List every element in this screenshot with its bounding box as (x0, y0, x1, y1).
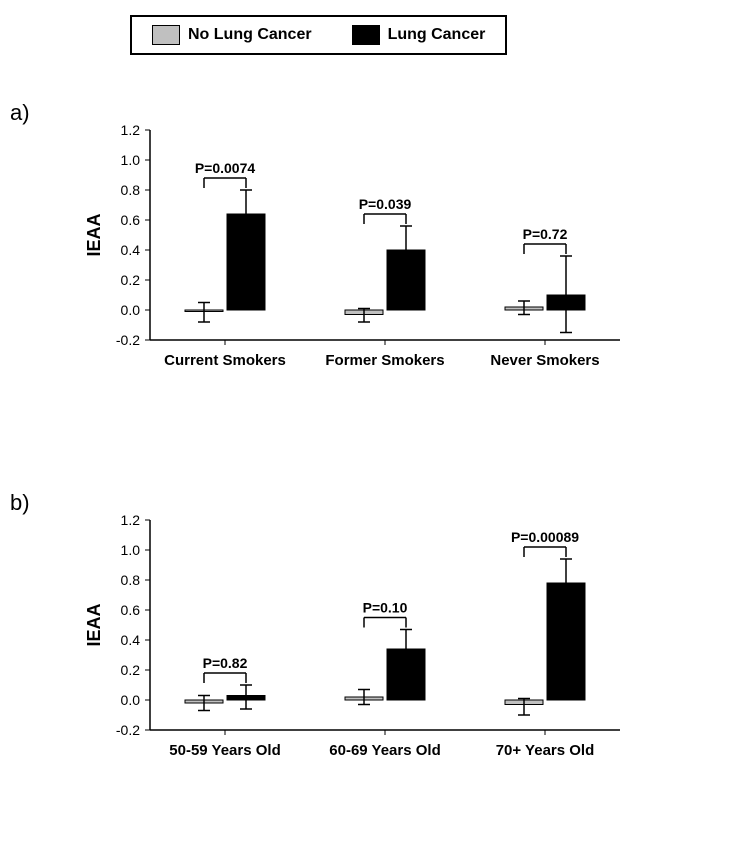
svg-text:0.2: 0.2 (121, 272, 141, 288)
svg-text:0.8: 0.8 (121, 182, 141, 198)
svg-text:0.8: 0.8 (121, 572, 141, 588)
legend-item-1: Lung Cancer (352, 25, 486, 45)
svg-text:0.0: 0.0 (121, 692, 141, 708)
svg-text:-0.2: -0.2 (116, 332, 140, 348)
svg-text:IEAA: IEAA (84, 213, 104, 256)
svg-text:P=0.82: P=0.82 (203, 655, 248, 671)
chart-b: -0.2 0.0 0.2 0.4 0.6 0.8 1.0 1.2 IEAA P=0.82 50-59… (80, 500, 680, 800)
svg-text:P=0.10: P=0.10 (363, 600, 408, 616)
svg-text:1.2: 1.2 (121, 122, 141, 138)
svg-text:0.4: 0.4 (121, 242, 141, 258)
legend-label-0: No Lung Cancer (188, 26, 312, 44)
legend: No Lung Cancer Lung Cancer (130, 15, 507, 55)
svg-text:P=0.72: P=0.72 (523, 226, 568, 242)
svg-text:Never Smokers: Never Smokers (490, 352, 599, 369)
svg-text:0.0: 0.0 (121, 302, 141, 318)
svg-text:50-59 Years Old: 50-59 Years Old (169, 742, 280, 759)
svg-text:0.6: 0.6 (121, 212, 141, 228)
panel-b-label: b) (10, 490, 30, 516)
svg-text:Former Smokers: Former Smokers (325, 352, 444, 369)
svg-text:1.2: 1.2 (121, 512, 141, 528)
panel-a-label: a) (10, 100, 30, 126)
svg-text:1.0: 1.0 (121, 152, 141, 168)
svg-text:0.6: 0.6 (121, 602, 141, 618)
chart-a: -0.2 0.0 0.2 0.4 0.6 0.8 1.0 1.2 IEAA P=0.0074 Cur… (80, 110, 680, 410)
legend-swatch-1 (352, 25, 380, 45)
svg-text:60-69 Years Old: 60-69 Years Old (329, 742, 440, 759)
legend-label-1: Lung Cancer (388, 26, 486, 44)
legend-swatch-0 (152, 25, 180, 45)
svg-text:-0.2: -0.2 (116, 722, 140, 738)
svg-text:P=0.00089: P=0.00089 (511, 529, 579, 545)
svg-text:Current Smokers: Current Smokers (164, 352, 286, 369)
legend-item-0: No Lung Cancer (152, 25, 312, 45)
svg-text:70+ Years Old: 70+ Years Old (496, 742, 595, 759)
svg-text:P=0.039: P=0.039 (359, 196, 412, 212)
chart-b-svg: -0.2 0.0 0.2 0.4 0.6 0.8 1.0 1.2 IEAA P=0.82 50-59… (80, 500, 680, 800)
svg-text:1.0: 1.0 (121, 542, 141, 558)
chart-a-svg: -0.2 0.0 0.2 0.4 0.6 0.8 1.0 1.2 IEAA P=0.0074 Cur… (80, 110, 680, 410)
svg-text:0.4: 0.4 (121, 632, 141, 648)
svg-text:IEAA: IEAA (84, 603, 104, 646)
svg-text:0.2: 0.2 (121, 662, 141, 678)
svg-text:P=0.0074: P=0.0074 (195, 160, 256, 176)
